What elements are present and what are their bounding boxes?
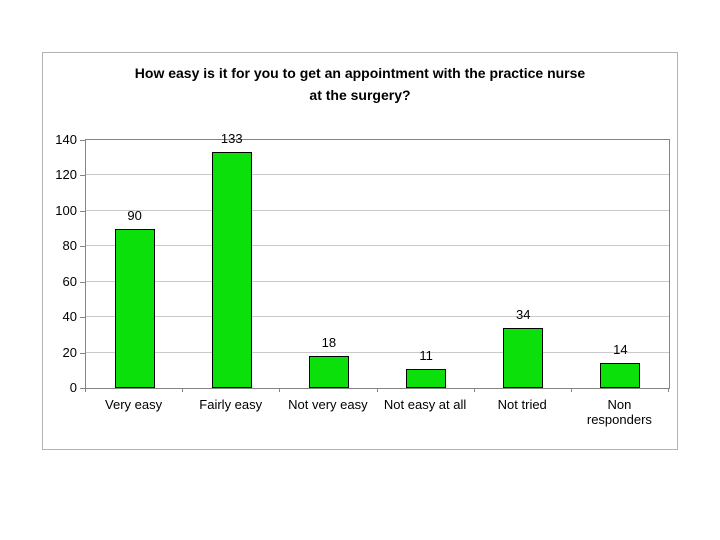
bar (600, 363, 641, 388)
plot-area: 90 133 18 11 34 14 (85, 131, 670, 389)
x-axis-label: Not easy at all (377, 397, 474, 412)
x-axis-tick (376, 388, 378, 392)
bar (503, 327, 544, 388)
x-axis-tick (473, 388, 475, 392)
y-axis-tick (80, 317, 85, 319)
y-axis-tick (80, 281, 85, 283)
x-axis-label-line: responders (586, 412, 652, 427)
x-axis-label: Fairly easy (182, 397, 279, 412)
chart-title-line-1: How easy is it for you to get an appoint… (134, 65, 586, 81)
x-axis-label-line: Not very easy (288, 397, 368, 412)
bar-value-label: 18 (321, 335, 337, 351)
bar (308, 356, 349, 388)
x-axis-tick (570, 388, 572, 392)
y-axis-label: 20 (62, 344, 77, 360)
x-axis-label: Non responders (571, 397, 668, 427)
gridline (86, 174, 669, 176)
x-axis-label-line: Non (607, 397, 632, 412)
gridline (86, 280, 669, 282)
gridline (86, 351, 669, 353)
y-axis-tick (80, 246, 85, 248)
bar-value-label: 133 (220, 131, 243, 147)
bar-value-label: 14 (613, 342, 628, 358)
x-axis-tick (182, 388, 184, 392)
x-axis-label: Not tried (474, 397, 571, 412)
y-axis-label: 0 (69, 380, 77, 395)
x-axis-tick (668, 388, 669, 392)
bar-value-label: 34 (516, 306, 531, 322)
y-axis-tick (80, 175, 85, 177)
y-axis-tick (80, 210, 85, 212)
x-axis-label-line: Fairly easy (199, 397, 263, 412)
gridline (86, 209, 669, 211)
x-axis-tick (279, 388, 281, 392)
y-axis-tick (80, 352, 85, 354)
gridline (86, 245, 669, 247)
chart-title-line-2: at the surgery? (309, 87, 411, 103)
y-axis-label: 60 (62, 273, 77, 289)
y-axis-tick (80, 140, 85, 141)
chart-frame: How easy is it for you to get an appoint… (42, 52, 678, 450)
chart-title: How easy is it for you to get an appoint… (43, 62, 677, 106)
bar (211, 152, 252, 388)
x-axis-label-line: Not tried (497, 397, 547, 412)
bar (406, 368, 447, 388)
bar (114, 228, 155, 388)
bar-value-label: 90 (127, 207, 142, 223)
x-axis-label: Not very easy (279, 397, 376, 412)
y-axis-tick (80, 388, 85, 389)
x-axis-label: Very easy (85, 397, 182, 412)
y-axis-label: 120 (55, 167, 77, 183)
gridline (86, 316, 669, 318)
bar-value-label: 11 (419, 347, 433, 363)
y-axis-label: 100 (55, 202, 77, 218)
x-axis-label-line: Very easy (105, 397, 163, 412)
x-axis-label-line: Not easy at all (383, 397, 467, 412)
y-axis-label: 80 (62, 238, 77, 254)
y-axis-label: 40 (62, 309, 77, 325)
y-axis-label: 140 (55, 132, 77, 147)
x-axis-tick (85, 388, 86, 392)
